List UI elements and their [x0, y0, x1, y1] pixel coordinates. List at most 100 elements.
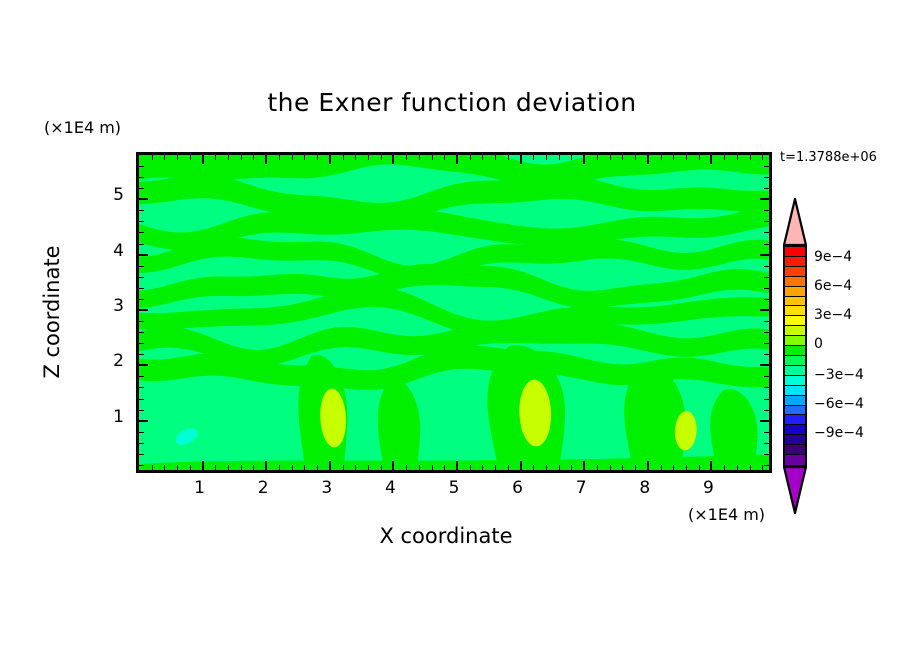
y-major-tick [139, 308, 148, 311]
x-minor-tick [228, 465, 230, 470]
contour-band [139, 174, 769, 223]
y-minor-tick [139, 298, 144, 300]
x-minor-tick [762, 465, 764, 470]
colorbar-segment [785, 266, 805, 277]
y-minor-tick [764, 354, 769, 356]
x-major-tick [456, 461, 458, 470]
x-minor-tick [685, 465, 687, 470]
x-minor-tick [660, 155, 662, 160]
x-minor-tick [736, 155, 738, 160]
colorbar[interactable] [783, 245, 807, 467]
colorbar-segment [785, 395, 805, 406]
x-minor-tick [533, 465, 535, 470]
y-minor-tick [764, 343, 769, 345]
x-major-tick [328, 155, 331, 164]
x-major-tick [583, 461, 586, 470]
y-minor-tick [139, 287, 144, 289]
y-tick-label: 2 [113, 351, 124, 372]
colorbar-segment [785, 256, 805, 267]
x-minor-tick [660, 465, 662, 470]
y-minor-tick [764, 221, 769, 223]
x-major-tick [201, 461, 204, 470]
x-major-tick [519, 461, 522, 470]
x-minor-tick [278, 155, 280, 160]
colorbar-tick-label: 9e−4 [814, 249, 853, 265]
x-minor-tick [482, 155, 484, 160]
x-minor-tick [317, 465, 319, 470]
colorbar-segment [785, 336, 805, 347]
x-major-tick [265, 155, 268, 164]
colorbar-segment [785, 296, 805, 307]
y-major-tick [139, 364, 148, 367]
x-minor-tick [546, 155, 548, 160]
colorbar-tick-label: 3e−4 [814, 307, 853, 323]
x-minor-tick [444, 155, 446, 160]
x-major-tick [265, 461, 268, 470]
y-minor-tick [139, 376, 144, 378]
x-minor-tick [431, 155, 433, 160]
x-minor-tick [507, 465, 509, 470]
x-minor-tick [635, 155, 637, 160]
colorbar-segment [785, 365, 805, 376]
y-minor-tick [764, 332, 769, 334]
x-minor-tick [571, 155, 573, 160]
x-minor-tick [367, 465, 369, 470]
colorbar-segment [785, 415, 805, 426]
x-tick-label: 8 [639, 478, 651, 498]
x-minor-tick [164, 465, 166, 470]
x-minor-tick [749, 465, 751, 470]
y-minor-tick [764, 177, 769, 179]
y-minor-tick [139, 332, 144, 334]
x-minor-tick [495, 155, 497, 160]
y-minor-tick [139, 409, 144, 411]
colorbar-segment [785, 247, 805, 257]
y-minor-tick [764, 453, 769, 455]
x-minor-tick [215, 465, 217, 470]
x-tick-label: 7 [575, 478, 587, 498]
colorbar-tick-label: −9e−4 [814, 425, 864, 441]
x-minor-tick [762, 155, 764, 160]
y-minor-tick [764, 287, 769, 289]
x-tick-label: 4 [384, 478, 396, 498]
colorbar-segment [785, 445, 805, 456]
y-minor-tick [139, 387, 144, 389]
colorbar-over-arrow [783, 198, 807, 246]
x-minor-tick [406, 465, 408, 470]
x-minor-tick [228, 155, 230, 160]
y-minor-tick [139, 453, 144, 455]
y-major-tick [139, 253, 148, 256]
y-minor-tick [139, 210, 144, 212]
x-minor-tick [635, 465, 637, 470]
x-minor-tick [469, 155, 471, 160]
x-minor-tick [533, 155, 535, 160]
x-minor-tick [253, 155, 255, 160]
x-major-tick [392, 461, 395, 470]
y-minor-tick [139, 431, 144, 433]
y-minor-tick [139, 243, 144, 245]
colorbar-segment [785, 375, 805, 386]
x-tick-label: 2 [257, 478, 269, 498]
x-minor-tick [673, 465, 675, 470]
x-minor-tick [355, 465, 357, 470]
y-minor-tick [139, 188, 144, 190]
x-major-tick [328, 461, 331, 470]
x-major-tick [710, 461, 713, 470]
bottom-layer [139, 454, 769, 470]
x-minor-tick [355, 155, 357, 160]
y-axis-title: Z coordinate [40, 245, 64, 379]
colorbar-segment [785, 286, 805, 297]
x-minor-tick [558, 155, 560, 160]
colorbar-segment [785, 435, 805, 446]
y-minor-tick [764, 398, 769, 400]
y-minor-tick [764, 276, 769, 278]
x-minor-tick [291, 465, 293, 470]
x-major-tick [392, 155, 395, 164]
x-minor-tick [189, 155, 191, 160]
cold-spot-minimum [175, 428, 198, 445]
x-major-tick [646, 155, 649, 164]
x-tick-label: 3 [321, 478, 333, 498]
x-tick-label: 6 [512, 478, 523, 498]
y-major-tick [760, 253, 769, 256]
y-minor-tick [139, 265, 144, 267]
x-minor-tick [673, 155, 675, 160]
